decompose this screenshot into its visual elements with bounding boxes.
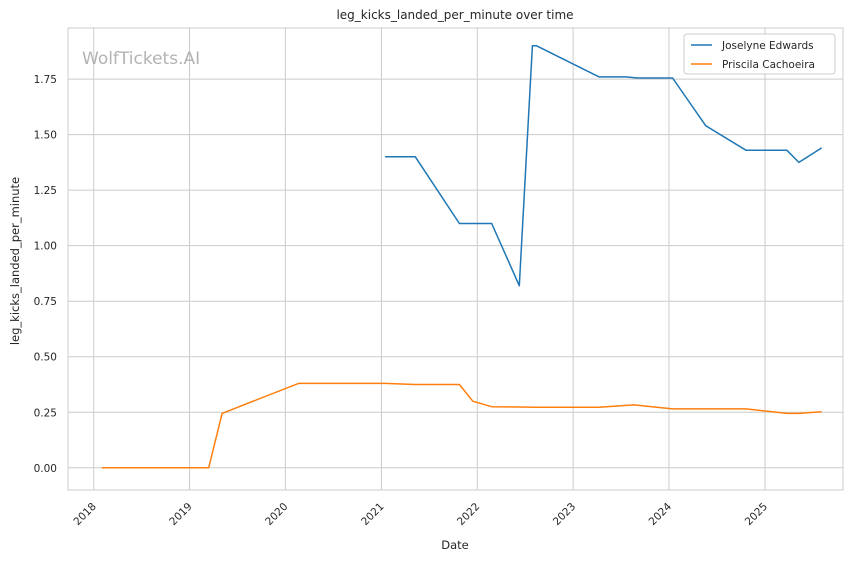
chart-title: leg_kicks_landed_per_minute over time bbox=[336, 8, 573, 22]
y-tick-label: 0.25 bbox=[34, 407, 57, 419]
y-axis-label: leg_kicks_landed_per_minute bbox=[8, 177, 22, 345]
y-tick-label: 1.00 bbox=[34, 241, 57, 253]
watermark-text: WolfTickets.AI bbox=[82, 49, 200, 69]
legend-box bbox=[683, 33, 836, 75]
legend-entry: Priscila Cachoeira bbox=[722, 59, 815, 71]
y-tick-label: 1.75 bbox=[34, 74, 57, 86]
grid bbox=[68, 28, 843, 490]
y-tick-label: 0.50 bbox=[34, 352, 57, 364]
y-tick-label: 1.50 bbox=[34, 130, 57, 142]
y-tick-label: 0.00 bbox=[34, 463, 57, 475]
y-tick-label: 0.75 bbox=[34, 296, 57, 308]
plot-frame bbox=[67, 27, 844, 491]
series-lines bbox=[101, 45, 823, 469]
legend: Joselyne Edwards Priscila Cachoeira bbox=[683, 33, 836, 75]
x-axis-label: Date bbox=[441, 538, 469, 552]
legend-entry: Joselyne Edwards bbox=[721, 40, 814, 52]
y-axis-ticks: 0.00 0.25 0.50 0.75 1.00 1.25 1.50 1.75 bbox=[34, 74, 57, 475]
y-tick-label: 1.25 bbox=[34, 185, 57, 197]
series-line-0 bbox=[385, 45, 823, 287]
series-line-1 bbox=[101, 382, 822, 469]
